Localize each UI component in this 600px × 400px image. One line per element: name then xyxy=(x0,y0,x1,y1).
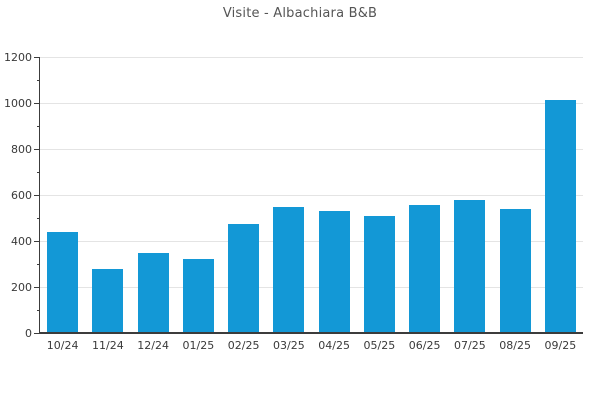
x-axis-tick-label: 02/25 xyxy=(227,339,260,352)
y-axis-major-tick xyxy=(34,241,40,242)
y-axis-major-tick xyxy=(34,149,40,150)
bar-01/25 xyxy=(182,259,214,333)
bar-08/25 xyxy=(499,208,531,333)
bar-12/24 xyxy=(137,252,169,333)
bar-06/25 xyxy=(409,205,441,333)
gridline-y-1200 xyxy=(40,57,583,58)
gridline-y-200 xyxy=(40,287,583,288)
x-axis-tick-label: 03/25 xyxy=(273,339,305,352)
x-axis-tick-label: 09/25 xyxy=(544,339,577,352)
y-axis-tick-label: 600 xyxy=(11,189,32,202)
bar-03/25 xyxy=(273,206,305,333)
x-axis-tick-label: 08/25 xyxy=(499,339,531,352)
x-axis-line xyxy=(40,332,583,334)
y-axis-major-tick xyxy=(34,57,40,58)
y-axis-tick-label: 1200 xyxy=(4,51,32,64)
bar-07/25 xyxy=(454,199,486,333)
y-axis-minor-tick xyxy=(37,264,40,265)
y-axis-tick-label: 400 xyxy=(11,235,32,248)
y-axis-major-tick xyxy=(34,195,40,196)
y-axis-minor-tick xyxy=(37,172,40,173)
x-axis-tick-label: 01/25 xyxy=(182,339,215,352)
y-axis-minor-tick xyxy=(37,126,40,127)
x-axis-tick-label: 07/25 xyxy=(454,339,486,352)
x-axis-tick-label: 12/24 xyxy=(137,339,169,352)
y-axis-minor-tick xyxy=(37,80,40,81)
y-axis-major-tick xyxy=(34,103,40,104)
y-axis-tick-label: 1000 xyxy=(4,97,32,110)
gridline-y-600 xyxy=(40,195,583,196)
x-axis-tick-label: 06/25 xyxy=(408,339,441,352)
x-axis-tick-label: 11/24 xyxy=(92,339,124,352)
x-axis-tick-label: 10/24 xyxy=(46,339,79,352)
bar-09/25 xyxy=(544,99,576,333)
x-axis-tick-label: 05/25 xyxy=(363,339,396,352)
y-axis-tick-label: 0 xyxy=(25,327,32,340)
chart-title: Visite - Albachiara B&B xyxy=(222,6,378,21)
y-axis-minor-tick xyxy=(37,310,40,311)
bar-02/25 xyxy=(228,223,260,333)
y-axis-minor-tick xyxy=(37,218,40,219)
y-axis-major-tick xyxy=(34,287,40,288)
y-axis-tick-label: 200 xyxy=(11,281,32,294)
y-axis-major-tick xyxy=(34,333,40,334)
gridline-y-1000 xyxy=(40,103,583,104)
gridline-y-400 xyxy=(40,241,583,242)
bar-05/25 xyxy=(363,215,395,333)
bar-04/25 xyxy=(318,211,350,333)
y-axis-tick-label: 800 xyxy=(11,143,32,156)
bar-10/24 xyxy=(47,231,79,333)
bar-11/24 xyxy=(92,268,124,333)
plot-area xyxy=(40,57,583,333)
gridline-y-800 xyxy=(40,149,583,150)
x-axis-tick-label: 04/25 xyxy=(318,339,350,352)
